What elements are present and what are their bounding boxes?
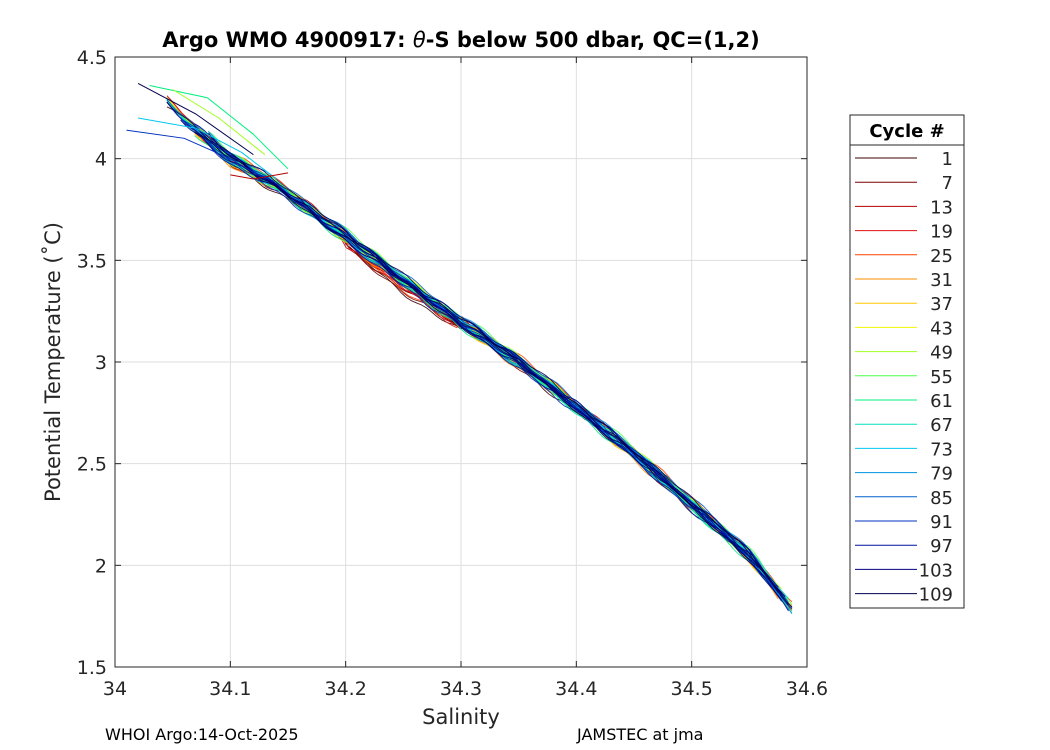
legend-label: 55 bbox=[930, 367, 953, 388]
x-tick-label: 34.6 bbox=[786, 678, 828, 700]
legend-label: 43 bbox=[930, 318, 953, 339]
chart-title: Argo WMO 4900917: θ-S below 500 dbar, QC… bbox=[162, 28, 759, 52]
profile-tail bbox=[230, 172, 289, 180]
legend-label: 79 bbox=[930, 464, 953, 485]
legend-label: 85 bbox=[930, 488, 953, 509]
footer-left: WHOI Argo:14-Oct-2025 bbox=[105, 725, 299, 744]
x-axis-ticks: 34 34.1 34.2 34.3 34.4 34.5 34.6 bbox=[103, 57, 828, 700]
y-axis-label: Potential Temperature (˚C) bbox=[41, 222, 65, 502]
legend-label: 97 bbox=[930, 536, 953, 557]
legend-label: 25 bbox=[930, 246, 953, 267]
profile-tail bbox=[172, 89, 266, 155]
profile-line bbox=[208, 141, 779, 594]
y-tick-label: 3 bbox=[95, 352, 107, 374]
legend-label: 49 bbox=[930, 343, 953, 364]
legend-label: 91 bbox=[930, 512, 953, 533]
y-tick-label: 3.5 bbox=[77, 250, 107, 272]
legend-label: 7 bbox=[942, 173, 953, 194]
legend-entries: 1 7 13 19 25 31 37 43 49 55 61 67 73 79 85 91 97 103 109 bbox=[855, 149, 953, 606]
profile-tail bbox=[126, 129, 266, 180]
legend-label: 109 bbox=[919, 585, 953, 606]
legend-title: Cycle # bbox=[869, 121, 944, 142]
legend-label: 37 bbox=[930, 294, 953, 315]
y-tick-label: 2 bbox=[95, 555, 107, 577]
profile-traces bbox=[126, 82, 793, 614]
y-axis-ticks: 1.5 2 2.5 3 3.5 4 4.5 bbox=[77, 47, 807, 679]
y-tick-label: 4.5 bbox=[77, 47, 107, 69]
x-tick-label: 34.2 bbox=[325, 678, 367, 700]
legend-label: 31 bbox=[930, 270, 953, 291]
x-tick-label: 34.3 bbox=[440, 678, 482, 700]
y-tick-label: 1.5 bbox=[77, 657, 107, 679]
grid-lines bbox=[115, 57, 807, 667]
legend-label: 67 bbox=[930, 415, 953, 436]
x-tick-label: 34 bbox=[103, 678, 127, 700]
legend-label: 1 bbox=[942, 149, 953, 170]
y-tick-label: 2.5 bbox=[77, 454, 107, 476]
legend-label: 19 bbox=[930, 222, 953, 243]
legend-label: 103 bbox=[919, 560, 953, 581]
x-tick-label: 34.1 bbox=[209, 678, 251, 700]
profile-tail bbox=[138, 117, 277, 180]
legend-label: 61 bbox=[930, 391, 953, 412]
profile-tail bbox=[137, 82, 254, 156]
legend-label: 13 bbox=[930, 197, 953, 218]
x-tick-label: 34.4 bbox=[555, 678, 597, 700]
legend-box bbox=[849, 114, 965, 609]
footer-right: JAMSTEC at jma bbox=[577, 725, 704, 744]
legend-label: 73 bbox=[930, 439, 953, 460]
x-axis-label: Salinity bbox=[422, 705, 500, 729]
y-tick-label: 4 bbox=[95, 149, 107, 171]
legend: Cycle # 1 7 13 19 25 31 37 43 49 55 61 67 73 79 85 91 97… bbox=[849, 114, 965, 609]
profile-tail bbox=[149, 85, 289, 170]
x-tick-label: 34.5 bbox=[671, 678, 713, 700]
